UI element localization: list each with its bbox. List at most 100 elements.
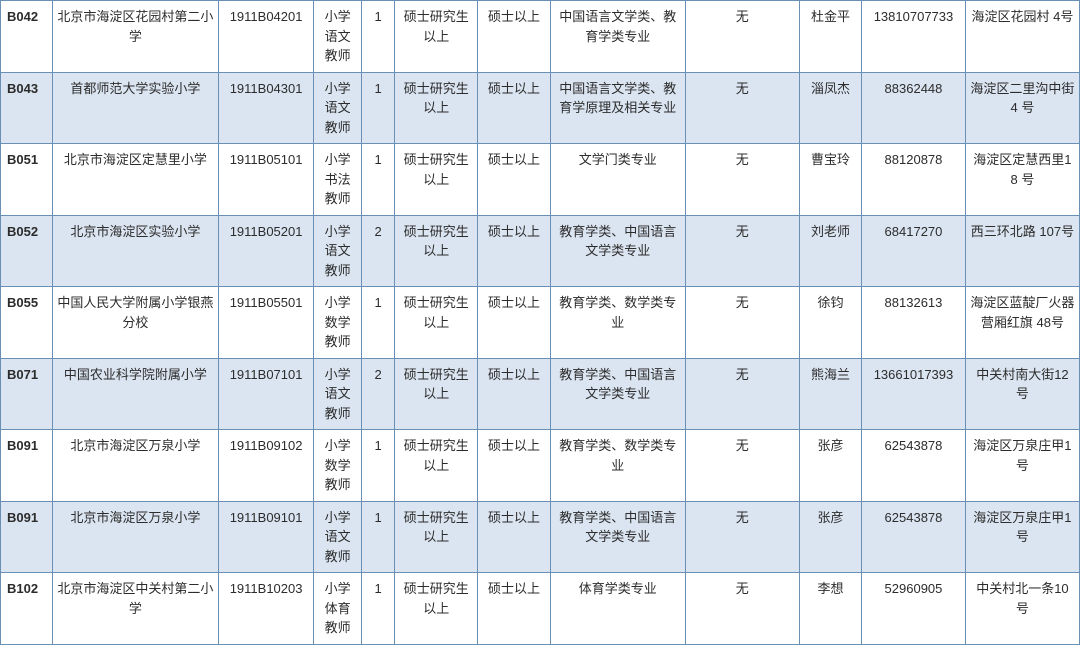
- cell-address: 海淀区万泉庄甲1 号: [965, 501, 1079, 573]
- cell-position: 小学数学教师: [314, 287, 362, 359]
- cell-contact: 杜金平: [799, 1, 861, 73]
- cell-code: B052: [1, 215, 53, 287]
- cell-degree: 硕士以上: [478, 144, 551, 216]
- cell-major: 教育学类、中国语言文学类专业: [550, 501, 685, 573]
- cell-address: 中关村南大街12 号: [965, 358, 1079, 430]
- cell-posid: 1911B09101: [218, 501, 313, 573]
- table-body: B042北京市海淀区花园村第二小学1911B04201小学语文教师1硕士研究生以…: [1, 1, 1080, 645]
- cell-other: 无: [685, 1, 799, 73]
- cell-other: 无: [685, 144, 799, 216]
- cell-phone: 68417270: [862, 215, 966, 287]
- cell-other: 无: [685, 573, 799, 645]
- cell-posid: 1911B05201: [218, 215, 313, 287]
- cell-contact: 李想: [799, 573, 861, 645]
- cell-degree: 硕士以上: [478, 501, 551, 573]
- cell-position: 小学数学教师: [314, 430, 362, 502]
- cell-degree: 硕士以上: [478, 215, 551, 287]
- cell-code: B071: [1, 358, 53, 430]
- cell-count: 1: [362, 501, 395, 573]
- cell-code: B043: [1, 72, 53, 144]
- cell-school: 北京市海淀区花园村第二小学: [52, 1, 218, 73]
- cell-edu: 硕士研究生以上: [395, 215, 478, 287]
- cell-school: 北京市海淀区实验小学: [52, 215, 218, 287]
- cell-position: 小学语文教师: [314, 215, 362, 287]
- cell-edu: 硕士研究生以上: [395, 573, 478, 645]
- cell-address: 西三环北路 107号: [965, 215, 1079, 287]
- cell-position: 小学语文教师: [314, 358, 362, 430]
- cell-edu: 硕士研究生以上: [395, 430, 478, 502]
- cell-major: 教育学类、中国语言文学类专业: [550, 215, 685, 287]
- cell-posid: 1911B05501: [218, 287, 313, 359]
- cell-position: 小学语文教师: [314, 72, 362, 144]
- cell-code: B091: [1, 430, 53, 502]
- cell-major: 教育学类、数学类专业: [550, 287, 685, 359]
- cell-code: B042: [1, 1, 53, 73]
- cell-contact: 张彦: [799, 430, 861, 502]
- cell-other: 无: [685, 287, 799, 359]
- cell-count: 1: [362, 144, 395, 216]
- cell-school: 首都师范大学实验小学: [52, 72, 218, 144]
- cell-count: 1: [362, 573, 395, 645]
- cell-degree: 硕士以上: [478, 287, 551, 359]
- cell-count: 2: [362, 215, 395, 287]
- cell-address: 海淀区蓝靛厂火器营厢红旗 48号: [965, 287, 1079, 359]
- cell-posid: 1911B07101: [218, 358, 313, 430]
- cell-major: 体育学类专业: [550, 573, 685, 645]
- table-row: B042北京市海淀区花园村第二小学1911B04201小学语文教师1硕士研究生以…: [1, 1, 1080, 73]
- cell-position: 小学体育教师: [314, 573, 362, 645]
- cell-other: 无: [685, 72, 799, 144]
- cell-contact: 徐钧: [799, 287, 861, 359]
- cell-school: 北京市海淀区定慧里小学: [52, 144, 218, 216]
- cell-count: 1: [362, 430, 395, 502]
- cell-contact: 张彦: [799, 501, 861, 573]
- cell-count: 1: [362, 1, 395, 73]
- cell-major: 中国语言文学类、教育学类专业: [550, 1, 685, 73]
- cell-major: 教育学类、中国语言文学类专业: [550, 358, 685, 430]
- cell-position: 小学书法教师: [314, 144, 362, 216]
- cell-other: 无: [685, 501, 799, 573]
- cell-count: 1: [362, 287, 395, 359]
- cell-edu: 硕士研究生以上: [395, 1, 478, 73]
- table-row: B055中国人民大学附属小学银燕分校1911B05501小学数学教师1硕士研究生…: [1, 287, 1080, 359]
- cell-code: B055: [1, 287, 53, 359]
- cell-major: 中国语言文学类、教育学原理及相关专业: [550, 72, 685, 144]
- cell-posid: 1911B05101: [218, 144, 313, 216]
- cell-address: 海淀区定慧西里18 号: [965, 144, 1079, 216]
- cell-edu: 硕士研究生以上: [395, 72, 478, 144]
- cell-edu: 硕士研究生以上: [395, 144, 478, 216]
- cell-other: 无: [685, 358, 799, 430]
- cell-degree: 硕士以上: [478, 573, 551, 645]
- cell-edu: 硕士研究生以上: [395, 501, 478, 573]
- cell-phone: 13810707733: [862, 1, 966, 73]
- cell-school: 北京市海淀区万泉小学: [52, 501, 218, 573]
- cell-address: 海淀区二里沟中街 4 号: [965, 72, 1079, 144]
- cell-degree: 硕士以上: [478, 1, 551, 73]
- cell-major: 教育学类、数学类专业: [550, 430, 685, 502]
- cell-phone: 62543878: [862, 501, 966, 573]
- cell-other: 无: [685, 215, 799, 287]
- cell-count: 1: [362, 72, 395, 144]
- cell-phone: 52960905: [862, 573, 966, 645]
- cell-degree: 硕士以上: [478, 358, 551, 430]
- table-row: B052北京市海淀区实验小学1911B05201小学语文教师2硕士研究生以上硕士…: [1, 215, 1080, 287]
- cell-contact: 熊海兰: [799, 358, 861, 430]
- cell-degree: 硕士以上: [478, 430, 551, 502]
- table-row: B102北京市海淀区中关村第二小学1911B10203小学体育教师1硕士研究生以…: [1, 573, 1080, 645]
- cell-school: 中国农业科学院附属小学: [52, 358, 218, 430]
- cell-edu: 硕士研究生以上: [395, 287, 478, 359]
- cell-phone: 88120878: [862, 144, 966, 216]
- cell-posid: 1911B04201: [218, 1, 313, 73]
- cell-contact: 刘老师: [799, 215, 861, 287]
- cell-contact: 曹宝玲: [799, 144, 861, 216]
- cell-phone: 13661017393: [862, 358, 966, 430]
- cell-address: 海淀区花园村 4号: [965, 1, 1079, 73]
- cell-address: 海淀区万泉庄甲1 号: [965, 430, 1079, 502]
- table-row: B051北京市海淀区定慧里小学1911B05101小学书法教师1硕士研究生以上硕…: [1, 144, 1080, 216]
- cell-position: 小学语文教师: [314, 501, 362, 573]
- cell-phone: 88132613: [862, 287, 966, 359]
- cell-phone: 88362448: [862, 72, 966, 144]
- cell-count: 2: [362, 358, 395, 430]
- cell-school: 北京市海淀区万泉小学: [52, 430, 218, 502]
- cell-edu: 硕士研究生以上: [395, 358, 478, 430]
- table-row: B091北京市海淀区万泉小学1911B09102小学数学教师1硕士研究生以上硕士…: [1, 430, 1080, 502]
